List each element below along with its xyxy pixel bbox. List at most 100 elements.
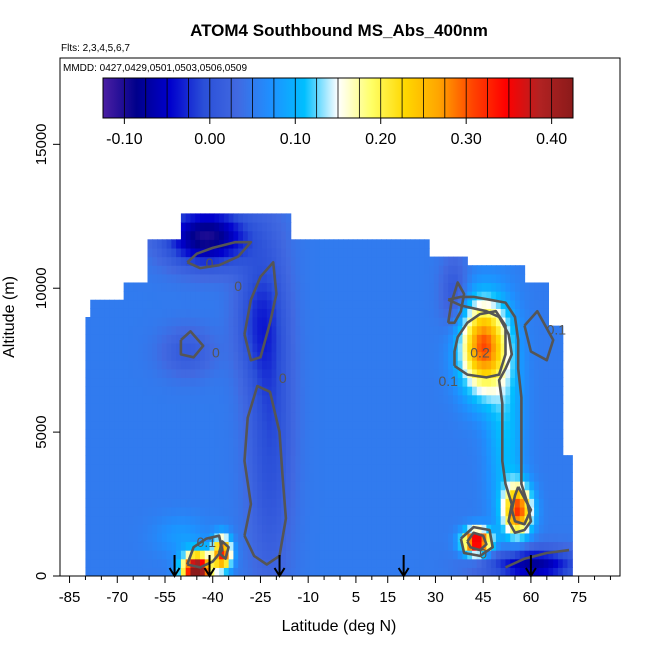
- heatmap-cell: [285, 360, 292, 370]
- heatmap-cell: [319, 532, 325, 543]
- heatmap-cell: [433, 524, 440, 534]
- heatmap-cell: [438, 360, 445, 370]
- heatmap-cell: [338, 437, 344, 448]
- heatmap-cell: [219, 506, 225, 517]
- heatmap-cell: [543, 437, 550, 448]
- heatmap-cell: [238, 524, 244, 534]
- heatmap-cell: [367, 463, 373, 473]
- heatmap-cell: [114, 506, 120, 517]
- heatmap-cell: [505, 282, 511, 292]
- heatmap-cell: [204, 437, 211, 448]
- heatmap-cell: [567, 489, 573, 499]
- heatmap-cell: [176, 368, 182, 379]
- heatmap-cell: [309, 420, 316, 430]
- heatmap-cell: [309, 386, 316, 396]
- heatmap-cell: [419, 489, 425, 499]
- heatmap-cell: [123, 515, 130, 525]
- heatmap-cell: [390, 291, 397, 301]
- heatmap-cell: [328, 550, 335, 560]
- heatmap-cell: [195, 299, 201, 309]
- heatmap-cell: [400, 325, 406, 335]
- heatmap-cell: [410, 317, 416, 327]
- heatmap-cell: [223, 498, 230, 508]
- heatmap-cell: [438, 498, 445, 508]
- heatmap-cell: [285, 411, 292, 422]
- heatmap-cell: [118, 411, 125, 422]
- heatmap-cell: [104, 437, 110, 448]
- heatmap-cell: [305, 265, 311, 275]
- heatmap-cell: [137, 291, 144, 301]
- heatmap-cell: [462, 550, 468, 560]
- heatmap-cell: [137, 524, 144, 534]
- heatmap-cell: [223, 394, 230, 404]
- heatmap-cell: [195, 567, 201, 576]
- heatmap-cell: [543, 550, 550, 560]
- heatmap-cell: [386, 411, 392, 422]
- heatmap-cell: [257, 472, 263, 482]
- heatmap-cell: [505, 437, 511, 448]
- heatmap-cell: [538, 437, 545, 448]
- heatmap-cell: [147, 411, 153, 422]
- heatmap-cell: [185, 308, 192, 318]
- heatmap-cell: [515, 515, 521, 525]
- heatmap-cell: [242, 273, 249, 284]
- heatmap-cell: [276, 239, 282, 249]
- heatmap-cell: [128, 308, 134, 318]
- heatmap-cell: [362, 463, 368, 473]
- heatmap-cell: [271, 550, 277, 560]
- heatmap-cell: [500, 308, 507, 318]
- heatmap-cell: [242, 481, 249, 491]
- heatmap-cell: [424, 386, 430, 396]
- heatmap-cell: [410, 403, 416, 413]
- heatmap-cell: [161, 291, 168, 301]
- heatmap-cell: [147, 481, 153, 491]
- heatmap-cell: [152, 558, 158, 568]
- heatmap-cell: [347, 558, 354, 568]
- heatmap-cell: [338, 420, 344, 430]
- heatmap-cell: [376, 325, 382, 335]
- heatmap-cell: [257, 411, 263, 422]
- heatmap-cell: [195, 524, 201, 534]
- heatmap-cell: [333, 498, 340, 508]
- heatmap-cell: [467, 403, 473, 413]
- heatmap-cell: [266, 299, 273, 309]
- heatmap-cell: [448, 265, 454, 275]
- heatmap-cell: [343, 541, 349, 551]
- heatmap-cell: [200, 360, 206, 370]
- heatmap-cell: [142, 550, 149, 560]
- heatmap-cell: [90, 429, 96, 439]
- heatmap-cell: [557, 386, 564, 396]
- heatmap-cell: [118, 524, 125, 534]
- heatmap-cell: [185, 455, 192, 465]
- heatmap-cell: [328, 368, 335, 379]
- heatmap-cell: [233, 411, 239, 422]
- heatmap-cell: [529, 463, 535, 473]
- heatmap-cell: [424, 299, 430, 309]
- heatmap-cell: [567, 472, 573, 482]
- heatmap-cell: [157, 411, 163, 422]
- heatmap-cell: [424, 317, 430, 327]
- heatmap-cell: [371, 481, 378, 491]
- heatmap-cell: [347, 368, 354, 379]
- heatmap-cell: [137, 282, 144, 292]
- heatmap-cell: [462, 265, 468, 275]
- heatmap-cell: [290, 247, 297, 258]
- heatmap-cell: [195, 481, 201, 491]
- heatmap-cell: [157, 291, 163, 301]
- heatmap-cell: [495, 567, 502, 576]
- heatmap-cell: [343, 265, 349, 275]
- heatmap-cell: [171, 282, 177, 292]
- heatmap-cell: [338, 386, 344, 396]
- heatmap-cell: [390, 239, 397, 249]
- heatmap-cell: [142, 420, 149, 430]
- heatmap-cell: [161, 265, 168, 275]
- heatmap-cell: [171, 411, 177, 422]
- heatmap-cell: [395, 342, 402, 353]
- heatmap-cell: [99, 351, 106, 361]
- heatmap-cell: [204, 515, 211, 525]
- heatmap-cell: [219, 239, 225, 249]
- heatmap-cell: [209, 446, 215, 456]
- heatmap-cell: [390, 265, 397, 275]
- heatmap-cell: [295, 256, 301, 266]
- heatmap-cell: [448, 506, 454, 517]
